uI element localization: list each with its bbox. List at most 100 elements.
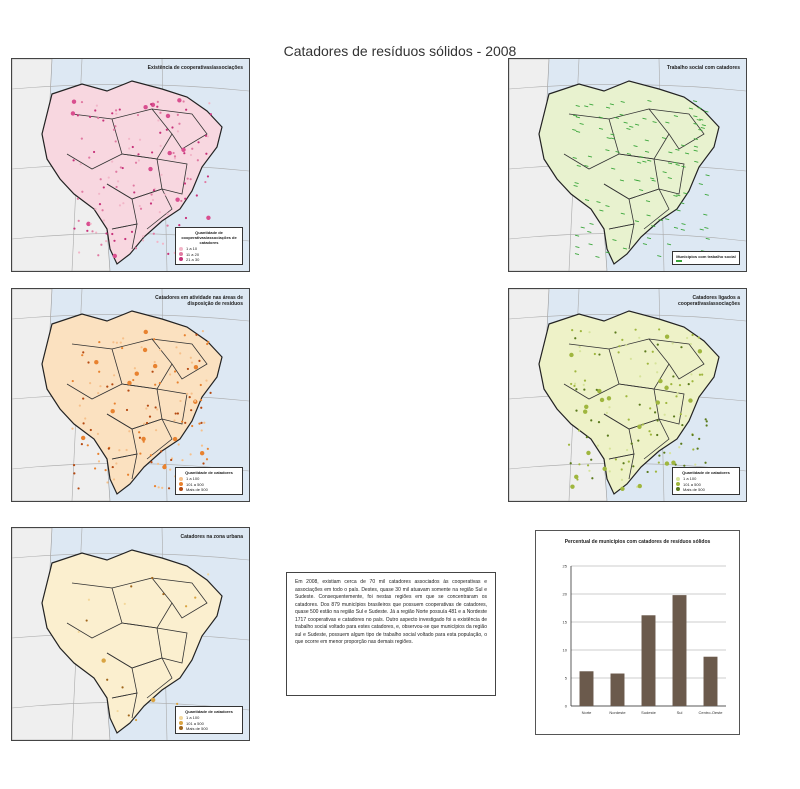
- map-dot: [164, 193, 167, 196]
- map-dot: [176, 113, 179, 116]
- map-symbol: [676, 194, 681, 197]
- map-dot: [639, 375, 642, 378]
- map-dot: [80, 435, 86, 441]
- legend-title: Municípios com trabalho social: [676, 253, 736, 259]
- map-dot: [658, 378, 663, 384]
- map-dot: [663, 413, 666, 416]
- map-symbol: [704, 193, 709, 196]
- map-symbol: [680, 228, 685, 231]
- legend-item: 101 a 500: [179, 721, 239, 726]
- map-symbol: [696, 119, 701, 121]
- map-dot: [93, 467, 97, 470]
- state-border: [653, 388, 685, 425]
- map-symbol: [596, 201, 601, 203]
- map-dot: [575, 388, 578, 391]
- map-dot: [178, 224, 181, 227]
- map-dot: [106, 385, 109, 388]
- map-dot: [578, 345, 581, 349]
- map-dot: [583, 409, 588, 414]
- map-dot: [569, 462, 572, 465]
- legend-swatch: [179, 482, 183, 487]
- map-dot: [657, 461, 660, 464]
- map-dot: [128, 147, 131, 150]
- map-dot: [627, 418, 630, 421]
- map-dot: [583, 388, 586, 391]
- legend-title: Quantidade de catadores: [185, 709, 233, 715]
- map-dot: [637, 483, 642, 489]
- map-symbol: [633, 145, 638, 148]
- map-dot: [606, 434, 609, 437]
- map-dot: [105, 240, 108, 243]
- legend-label: 1 a 10: [186, 246, 198, 252]
- map-symbol: [647, 99, 652, 102]
- map-dot: [111, 160, 114, 163]
- map-dot: [92, 150, 96, 154]
- map-dot: [590, 458, 593, 461]
- map-dot: [627, 460, 630, 463]
- legend-swatch: [676, 487, 680, 492]
- legend-item: 101 a 500: [676, 482, 736, 487]
- map-symbol: [667, 162, 673, 165]
- state-border: [111, 223, 138, 250]
- legend-item: 1 a 100: [676, 476, 736, 481]
- legend-label: 1 a 100: [186, 476, 200, 482]
- map-dot: [654, 362, 657, 365]
- map-dot: [156, 408, 159, 411]
- map-symbol: [610, 137, 615, 140]
- map-panel-cooperativas-catadores: Catadores ligados a cooperativas/associa…: [508, 288, 747, 502]
- map-dot: [152, 189, 156, 192]
- x-tick-label: Norte: [582, 710, 593, 715]
- map-dot: [583, 379, 587, 382]
- map-dot: [140, 346, 143, 349]
- map-dot: [184, 216, 188, 220]
- map-dot: [154, 383, 157, 386]
- map-dot: [701, 373, 704, 376]
- map-dot: [118, 108, 121, 111]
- map-dot: [150, 193, 153, 196]
- map-dot: [104, 469, 107, 472]
- map-dot: [194, 399, 197, 403]
- map-dot: [574, 474, 579, 480]
- map-dot: [152, 232, 155, 235]
- map-dot: [608, 447, 612, 450]
- map-dot: [160, 173, 163, 176]
- map-dot: [664, 334, 670, 339]
- map-dot: [115, 462, 118, 465]
- map-dot: [146, 404, 149, 407]
- map-title: Catadores na zona urbana: [180, 534, 243, 540]
- map-dot: [586, 464, 590, 467]
- map-dot: [113, 402, 116, 405]
- map-legend: Quantidade de catadores 1 a 100 101 a 50…: [175, 467, 243, 495]
- map-brazil-areas-disposicao: [12, 289, 249, 501]
- map-dot: [195, 333, 198, 336]
- map-dot: [145, 421, 149, 425]
- description-text-box: Em 2008, existiam cerca de 70 mil catado…: [286, 572, 496, 696]
- map-dot: [97, 254, 100, 257]
- map-dot: [94, 109, 97, 112]
- map-symbol: [646, 237, 652, 240]
- map-dot: [209, 113, 212, 116]
- map-dot: [194, 596, 197, 599]
- brazil-outline: [538, 310, 720, 495]
- map-dot: [668, 452, 672, 455]
- map-dot: [206, 447, 209, 450]
- map-dot: [173, 370, 177, 373]
- map-dot: [665, 401, 668, 405]
- map-dot: [159, 111, 162, 114]
- map-dot: [591, 477, 594, 480]
- map-dot: [167, 252, 170, 255]
- map-dot: [73, 472, 76, 475]
- map-dot: [112, 341, 115, 344]
- map-symbol: [612, 239, 617, 241]
- map-symbol: [665, 218, 670, 221]
- map-dot: [199, 450, 205, 456]
- map-dot: [698, 437, 701, 440]
- chart-title: Percentual de municípios com catadores d…: [564, 539, 711, 545]
- map-dot: [113, 374, 116, 377]
- map-dot: [626, 448, 629, 452]
- map-dot: [602, 466, 607, 472]
- map-dot: [203, 421, 206, 424]
- map-dot: [78, 251, 81, 254]
- map-dot: [588, 469, 591, 472]
- map-dot: [134, 247, 138, 250]
